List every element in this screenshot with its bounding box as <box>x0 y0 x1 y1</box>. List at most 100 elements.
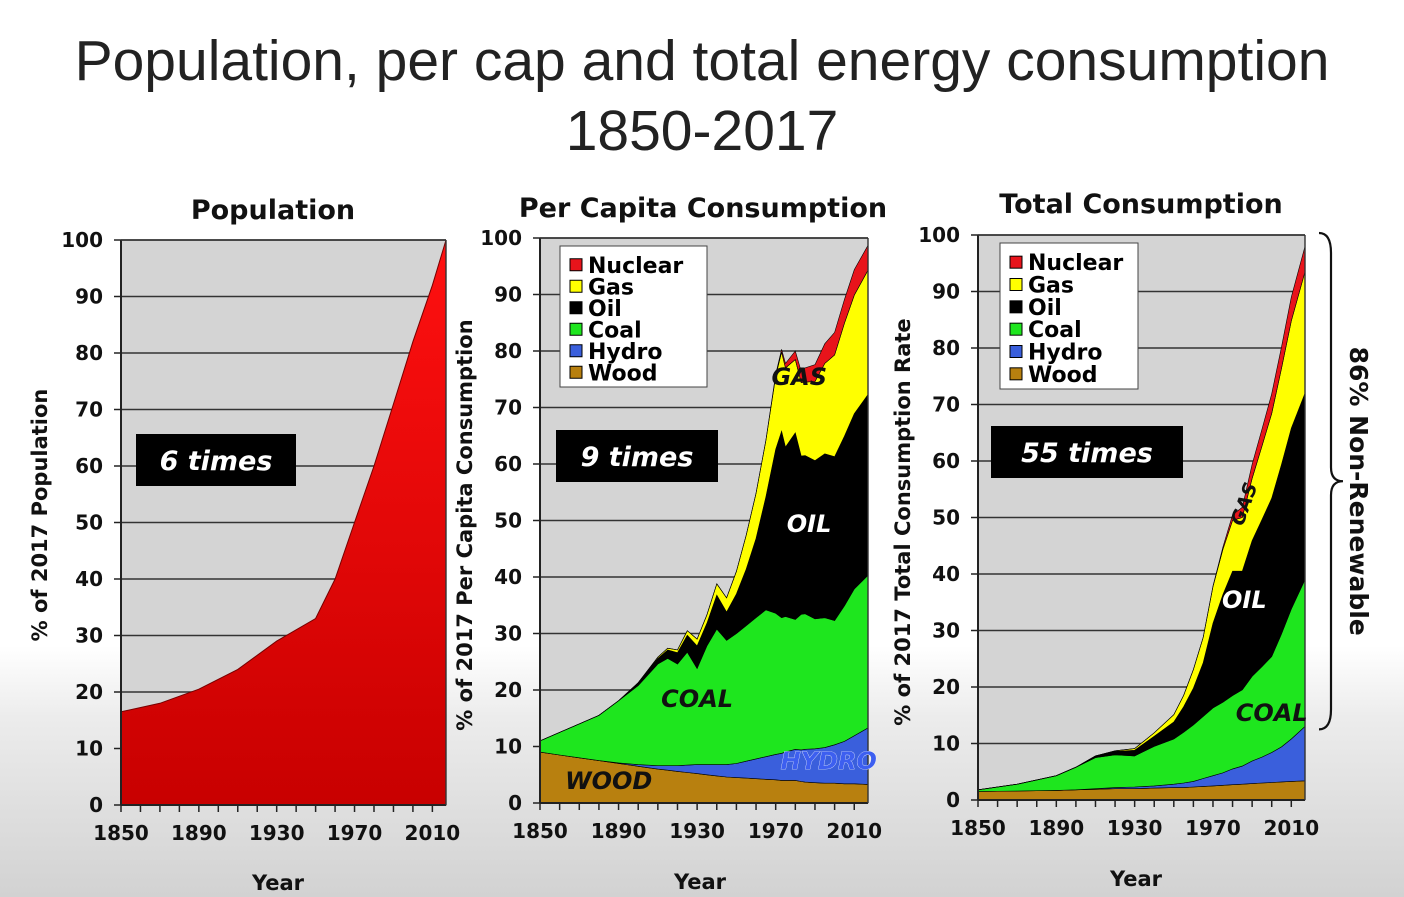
legend-label: Gas <box>1028 274 1074 299</box>
legend-label: Oil <box>1028 296 1062 321</box>
y-tick-label: 40 <box>75 567 103 591</box>
y-tick-label: 70 <box>494 396 522 420</box>
legend-swatch <box>569 365 583 379</box>
x-tick-label: 1930 <box>249 821 305 845</box>
y-tick-label: 100 <box>61 228 103 252</box>
legend-swatch <box>569 258 583 272</box>
area-label-coal: COAL <box>1236 699 1308 727</box>
x-tick-label: 2010 <box>1263 816 1319 840</box>
y-tick-label: 90 <box>932 280 960 304</box>
y-tick-label: 30 <box>932 619 960 643</box>
y-tick-label: 50 <box>75 511 103 535</box>
y-tick-label: 40 <box>932 562 960 586</box>
annotation-text: 6 times <box>160 446 273 477</box>
x-tick-label: 2010 <box>405 821 461 845</box>
chart-title: Per Capita Consumption <box>519 193 887 224</box>
legend-label: Wood <box>1028 363 1097 388</box>
main-title-line2: 1850-2017 <box>565 99 839 163</box>
y-tick-label: 20 <box>75 680 103 704</box>
x-tick-label: 1970 <box>327 821 383 845</box>
x-tick-label: 2010 <box>826 819 882 843</box>
y-tick-label: 30 <box>75 624 103 648</box>
x-axis-label: Year <box>1109 867 1163 891</box>
x-axis-label: Year <box>673 870 727 894</box>
area-label-oil: OIL <box>787 510 832 538</box>
x-tick-label: 1850 <box>93 821 149 845</box>
x-tick-label: 1890 <box>591 819 647 843</box>
area-population <box>120 239 447 806</box>
y-tick-label: 40 <box>494 565 522 589</box>
legend-label: Oil <box>588 297 622 322</box>
legend-swatch <box>1009 345 1023 358</box>
chart-title: Total Consumption <box>999 189 1282 220</box>
legend-swatch <box>1009 300 1023 314</box>
area-label-coal: COAL <box>661 685 733 713</box>
y-tick-label: 50 <box>494 509 522 533</box>
bracket-label: 86% Non-Renewable <box>1344 347 1373 636</box>
annotation-box <box>136 434 296 486</box>
x-tick-label: 1890 <box>1028 816 1084 840</box>
x-tick-label: 1970 <box>748 819 804 843</box>
legend-swatch <box>1009 278 1023 291</box>
y-axis-label: % of 2017 Per Capita Consumption <box>453 319 477 730</box>
y-tick-label: 50 <box>932 506 960 530</box>
chart-1: 0 10 20 30 40 50 60 70 80 90 100 1850 1890 1930 1970 20… <box>28 195 460 895</box>
y-axis-label: % of 2017 Total Consumption Rate <box>891 318 915 725</box>
x-tick-label: 1930 <box>1107 816 1163 840</box>
legend-swatch <box>1009 322 1023 336</box>
legend-box <box>559 245 708 388</box>
y-tick-label: 10 <box>932 732 960 756</box>
y-tick-label: 70 <box>932 393 960 417</box>
legend-label: Hydro <box>1028 341 1102 366</box>
area-label-gas: GAS <box>771 363 827 391</box>
legend-label: Coal <box>1028 318 1082 343</box>
y-tick-label: 100 <box>480 226 522 250</box>
y-tick-label: 60 <box>932 449 960 473</box>
y-tick-label: 80 <box>494 339 522 363</box>
y-tick-label: 60 <box>75 454 103 478</box>
chart-2: 0 10 20 30 40 50 60 70 80 90 100 1850 1890 1930 1970 20… <box>453 193 887 894</box>
x-tick-label: 1850 <box>512 819 568 843</box>
y-tick-label: 20 <box>494 678 522 702</box>
x-axis-label: Year <box>251 871 305 895</box>
x-tick-label: 1970 <box>1185 816 1241 840</box>
annotation-box <box>991 426 1183 478</box>
legend-swatch <box>569 344 583 358</box>
main-title-line1: Population, per cap and total energy con… <box>74 29 1330 93</box>
legend-box <box>999 242 1139 390</box>
y-tick-label: 0 <box>89 793 103 817</box>
y-tick-label: 80 <box>932 336 960 360</box>
legend-label: Gas <box>588 275 634 300</box>
legend-swatch <box>569 301 583 315</box>
y-tick-label: 0 <box>508 791 522 815</box>
area-label-wood: WOOD <box>565 767 652 795</box>
y-tick-label: 20 <box>932 675 960 699</box>
y-tick-label: 10 <box>75 737 103 761</box>
y-tick-label: 0 <box>946 788 960 812</box>
y-tick-label: 90 <box>494 283 522 307</box>
legend-label: Wood <box>588 361 657 386</box>
annotation-text: 55 times <box>1021 438 1153 469</box>
legend-swatch <box>1009 367 1023 381</box>
y-tick-label: 100 <box>918 223 960 247</box>
legend-label: Coal <box>588 318 642 343</box>
legend-swatch <box>569 279 583 293</box>
chart-title: Population <box>191 195 355 226</box>
legend-label: Nuclear <box>1028 251 1123 276</box>
main-title: Population, per cap and total energy con… <box>0 26 1404 166</box>
y-tick-label: 90 <box>75 285 103 309</box>
y-tick-label: 70 <box>75 398 103 422</box>
y-tick-label: 80 <box>75 341 103 365</box>
annotation-text: 9 times <box>581 442 694 473</box>
legend-swatch <box>1009 255 1023 269</box>
y-tick-label: 10 <box>494 735 522 759</box>
area-label-oil: OIL <box>1222 586 1267 614</box>
legend-label: Nuclear <box>588 254 683 279</box>
legend-swatch <box>569 322 583 336</box>
x-tick-label: 1850 <box>950 816 1006 840</box>
bracket <box>1318 231 1344 731</box>
y-tick-label: 60 <box>494 452 522 476</box>
